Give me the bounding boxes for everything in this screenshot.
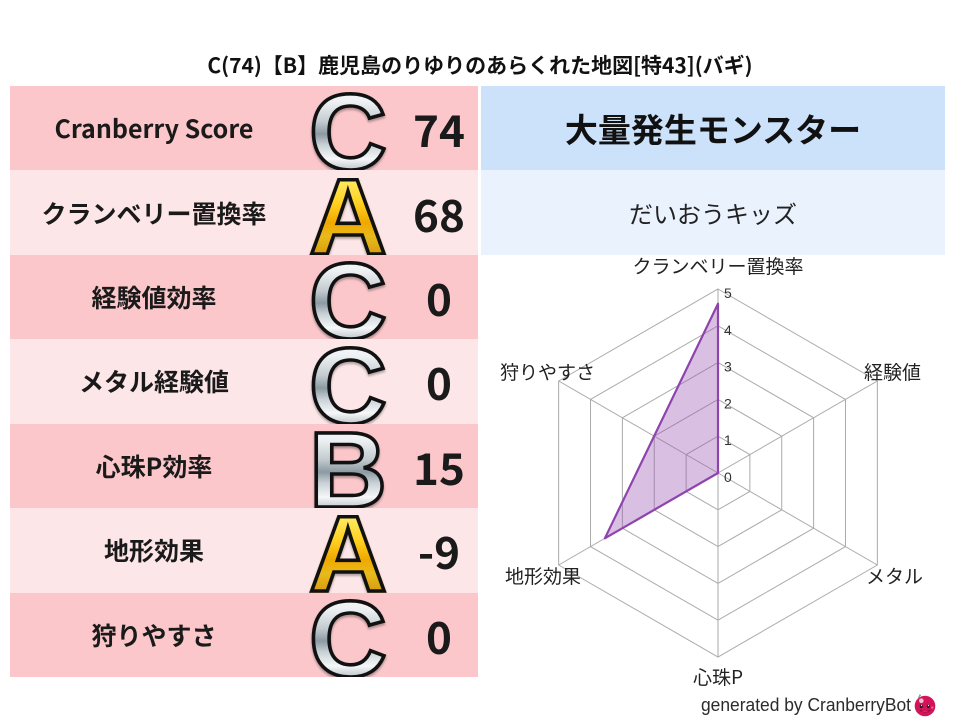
svg-text:generated by CranberryBot: generated by CranberryBot [701,695,911,715]
svg-text:心珠P: 心珠P [693,663,743,690]
svg-text:クランベリー置換率: クランベリー置換率 [632,252,803,279]
svg-text:1: 1 [724,432,732,448]
svg-text:4: 4 [724,322,732,338]
svg-text:狩りやすさ: 狩りやすさ [500,358,595,385]
svg-text:2: 2 [724,395,732,411]
svg-text:メタル: メタル [866,562,923,589]
svg-text:5: 5 [724,285,732,301]
svg-text:地形効果: 地形効果 [505,562,581,589]
svg-text:3: 3 [724,359,732,375]
svg-text:経験値: 経験値 [864,358,921,385]
svg-text:0: 0 [724,469,732,485]
